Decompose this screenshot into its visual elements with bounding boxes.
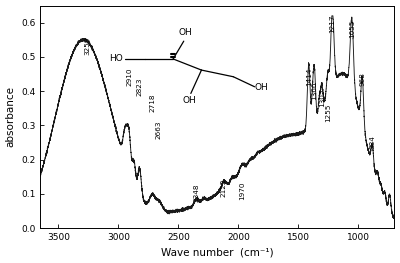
Text: 884: 884 bbox=[369, 135, 375, 149]
Text: 2718: 2718 bbox=[149, 93, 155, 112]
Text: 1217: 1217 bbox=[329, 14, 335, 33]
Text: 1366: 1366 bbox=[312, 81, 318, 100]
Text: HO: HO bbox=[110, 54, 123, 63]
Text: 1970: 1970 bbox=[239, 181, 245, 200]
Text: 1255: 1255 bbox=[325, 103, 331, 122]
Text: 2348: 2348 bbox=[194, 184, 200, 202]
Text: 968: 968 bbox=[359, 72, 365, 86]
Y-axis label: absorbance: absorbance bbox=[6, 86, 16, 147]
Text: 1305: 1305 bbox=[319, 88, 325, 107]
Text: 1414: 1414 bbox=[306, 68, 312, 86]
Text: 3259: 3259 bbox=[84, 37, 90, 55]
Text: 2910: 2910 bbox=[126, 68, 132, 86]
Text: 2823: 2823 bbox=[137, 78, 143, 96]
Text: OH: OH bbox=[179, 28, 192, 37]
Text: 1055: 1055 bbox=[349, 19, 355, 38]
Text: 2663: 2663 bbox=[156, 120, 162, 139]
Text: 2122: 2122 bbox=[221, 179, 227, 197]
Text: OH: OH bbox=[255, 83, 268, 92]
X-axis label: Wave number  (cm⁻¹): Wave number (cm⁻¹) bbox=[161, 247, 274, 257]
Text: OH: OH bbox=[182, 96, 196, 105]
